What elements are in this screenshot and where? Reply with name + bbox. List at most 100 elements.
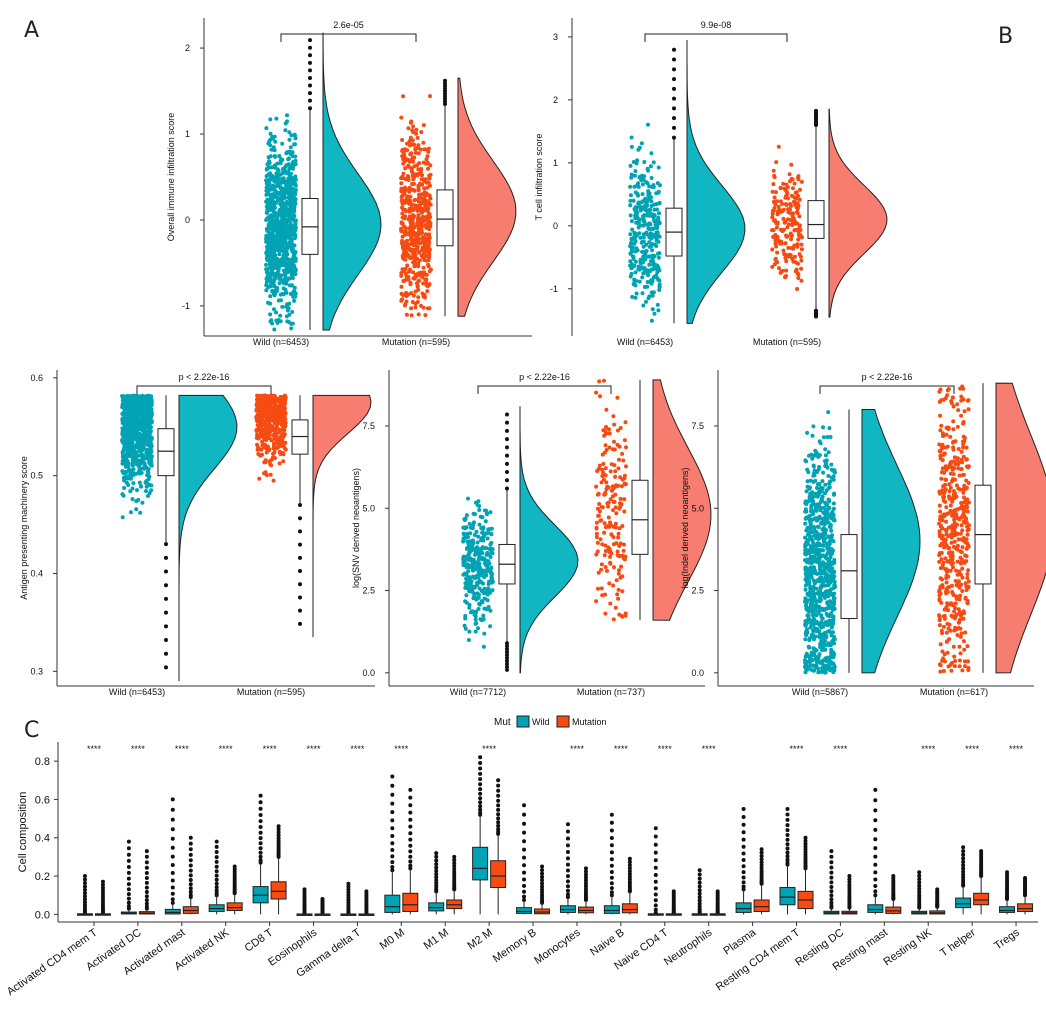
data-point xyxy=(260,440,264,444)
data-point xyxy=(646,280,650,284)
data-point xyxy=(616,443,620,447)
data-point xyxy=(812,611,816,615)
data-point xyxy=(795,210,799,214)
data-point xyxy=(142,467,146,471)
violin-shape xyxy=(323,33,381,330)
data-point xyxy=(426,210,430,214)
data-point xyxy=(655,270,659,274)
data-point xyxy=(274,201,278,205)
data-point xyxy=(254,416,258,420)
data-point xyxy=(423,200,427,204)
data-point xyxy=(622,510,626,514)
data-point xyxy=(281,459,285,463)
data-point xyxy=(646,273,650,277)
data-point xyxy=(482,645,486,649)
data-point xyxy=(774,221,778,225)
data-point xyxy=(133,457,137,461)
data-point xyxy=(487,605,491,609)
outlier-point xyxy=(672,77,676,81)
data-point xyxy=(417,312,421,316)
data-point xyxy=(481,515,485,519)
outlier-point xyxy=(164,638,168,642)
data-point xyxy=(129,510,133,514)
data-point xyxy=(828,524,832,528)
data-point xyxy=(421,292,425,296)
data-point xyxy=(288,241,292,245)
y-axis-label: T cell infiltration score xyxy=(534,134,544,221)
data-point xyxy=(832,583,836,587)
data-point xyxy=(421,215,425,219)
data-point xyxy=(283,169,287,173)
data-point xyxy=(944,505,948,509)
data-point xyxy=(823,567,827,571)
data-point xyxy=(408,195,412,199)
data-point xyxy=(274,211,278,215)
data-point xyxy=(275,286,279,290)
data-point xyxy=(144,456,148,460)
data-point xyxy=(267,247,271,251)
data-point xyxy=(943,478,947,482)
data-point xyxy=(647,235,651,239)
data-point xyxy=(601,462,605,466)
data-point xyxy=(405,254,409,258)
data-point xyxy=(642,254,646,258)
data-point xyxy=(604,549,608,553)
data-point xyxy=(292,299,296,303)
data-point xyxy=(292,142,296,146)
data-point xyxy=(828,599,832,603)
data-point xyxy=(817,525,821,529)
data-point xyxy=(612,542,616,546)
data-point xyxy=(415,246,419,250)
data-point xyxy=(832,539,836,543)
data-point xyxy=(652,203,656,207)
data-point xyxy=(461,563,465,567)
data-point xyxy=(647,294,651,298)
data-point xyxy=(808,621,812,625)
data-point xyxy=(409,225,413,229)
data-point xyxy=(425,289,429,293)
data-point xyxy=(147,467,151,471)
data-point xyxy=(265,208,269,212)
data-point xyxy=(132,449,136,453)
data-point xyxy=(131,481,135,485)
data-point xyxy=(467,589,471,593)
data-point xyxy=(421,177,425,181)
data-point xyxy=(131,418,135,422)
data-point xyxy=(411,124,415,128)
data-point xyxy=(651,267,655,271)
data-point xyxy=(407,270,411,274)
data-point xyxy=(826,410,830,414)
data-point xyxy=(786,217,790,221)
data-point xyxy=(467,579,471,583)
outlier-point xyxy=(505,421,509,425)
data-point xyxy=(468,542,472,546)
data-point xyxy=(481,526,485,530)
data-point xyxy=(476,541,480,545)
data-point xyxy=(463,572,467,576)
data-point xyxy=(268,143,272,147)
data-point xyxy=(821,425,825,429)
data-point xyxy=(609,469,613,473)
data-point xyxy=(402,150,406,154)
data-point xyxy=(772,206,776,210)
data-point xyxy=(476,626,480,630)
data-point xyxy=(777,266,781,270)
data-point xyxy=(268,425,272,429)
data-point xyxy=(273,140,277,144)
data-point xyxy=(806,533,810,537)
data-point xyxy=(141,456,145,460)
data-point xyxy=(826,435,830,439)
data-point xyxy=(600,474,604,478)
data-point xyxy=(596,541,600,545)
data-point xyxy=(649,243,653,247)
panel-label-a: A xyxy=(24,18,39,43)
data-point xyxy=(409,120,413,124)
data-point xyxy=(264,263,268,267)
outlier-point xyxy=(298,582,302,586)
data-point xyxy=(269,271,273,275)
data-point xyxy=(480,618,484,622)
data-point xyxy=(779,199,783,203)
data-point xyxy=(480,569,484,573)
data-point xyxy=(829,648,833,652)
